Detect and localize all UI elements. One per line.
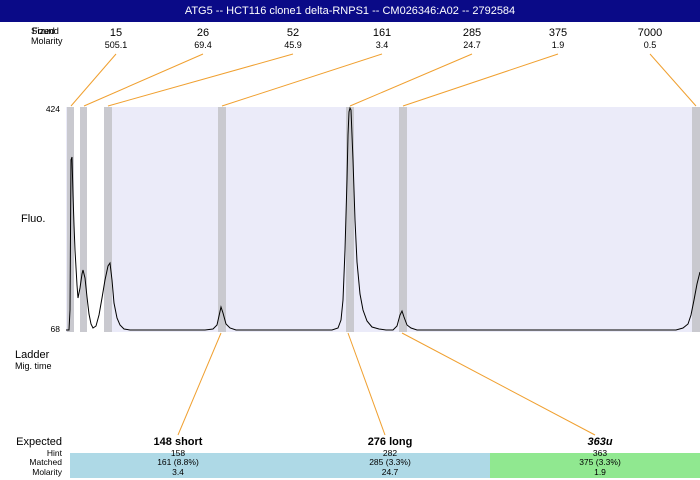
ladder-marker-band [346, 107, 354, 332]
found-size-label: 285 [462, 27, 482, 39]
expected-leader-line [177, 332, 222, 436]
found-molarity-label: 1.9 [551, 40, 565, 50]
ladder-marker-band [218, 107, 226, 332]
found-size-label: 375 [548, 27, 568, 39]
found-molarity-label: 69.4 [194, 40, 212, 50]
found-molarity-label: 24.7 [463, 40, 481, 50]
expected-leader-line [401, 332, 596, 436]
y-axis-max-label: 424 [45, 104, 60, 114]
ladder-marker-band [80, 107, 87, 332]
title-bar: ATG5 -- HCT116 clone1 delta-RNPS1 -- CM0… [0, 0, 700, 22]
peak-leader-line [107, 53, 294, 107]
hint-value: 282 [382, 448, 398, 458]
peak-leader-line [349, 53, 473, 107]
peak-leader-line [70, 53, 117, 107]
peak-leader-line [83, 53, 204, 107]
molarity-row-label: Molarity [31, 36, 63, 46]
matched-value: 375 (3.3%) [579, 457, 621, 467]
hint-value: 158 [170, 448, 186, 458]
title-text: ATG5 -- HCT116 clone1 delta-RNPS1 -- CM0… [184, 5, 516, 17]
found-size-label: 26 [196, 27, 210, 39]
footer-row-label-hint: Hint [46, 448, 62, 458]
plot-background [66, 107, 700, 332]
matched-molarity-value: 1.9 [594, 467, 606, 477]
y-axis-min-label: 68 [50, 324, 60, 334]
expected-fragment-label: 363u [587, 436, 613, 448]
matched-value: 161 (8.8%) [157, 457, 199, 467]
matched-molarity-value: 24.7 [381, 467, 399, 477]
x-axis-title-ladder: Ladder [15, 349, 50, 361]
footer-row-label-expected: Expected [16, 436, 62, 448]
footer-row-label-molarity: Molarity [32, 467, 62, 477]
found-molarity-label: 0.5 [643, 40, 657, 50]
found-size-label: 52 [286, 27, 300, 39]
peak-leader-line [649, 53, 697, 107]
expected-fragment-label: 148 short [153, 436, 203, 448]
x-axis-title-migtime: Mig. time [15, 361, 52, 371]
ladder-marker-band [399, 107, 407, 332]
found-molarity-label: 45.9 [284, 40, 302, 50]
found-molarity-label: 505.1 [104, 40, 128, 50]
ladder-marker-band [104, 107, 112, 332]
expected-leader-line [347, 332, 386, 436]
matched-highlight-band [490, 453, 700, 478]
ladder-marker-band [692, 107, 700, 332]
expected-fragment-label: 276 long [367, 436, 413, 448]
peak-leader-line [402, 53, 559, 107]
matched-molarity-value: 3.4 [172, 467, 184, 477]
found-size-label: 7000 [637, 27, 663, 39]
hint-value: 363 [592, 448, 608, 458]
y-axis-title: Fluo. [21, 213, 46, 225]
plot-white-strip [74, 107, 80, 332]
fluorescence-trace [66, 106, 700, 331]
matched-highlight-band [70, 453, 490, 478]
found-size-label: 161 [372, 27, 392, 39]
found-size-label: 15 [109, 27, 123, 39]
matched-value: 285 (3.3%) [369, 457, 411, 467]
plot-white-strip [87, 107, 104, 332]
footer-row-label-matched: Matched [29, 457, 62, 467]
peak-leader-line [221, 53, 383, 107]
found-molarity-label: 3.4 [375, 40, 389, 50]
